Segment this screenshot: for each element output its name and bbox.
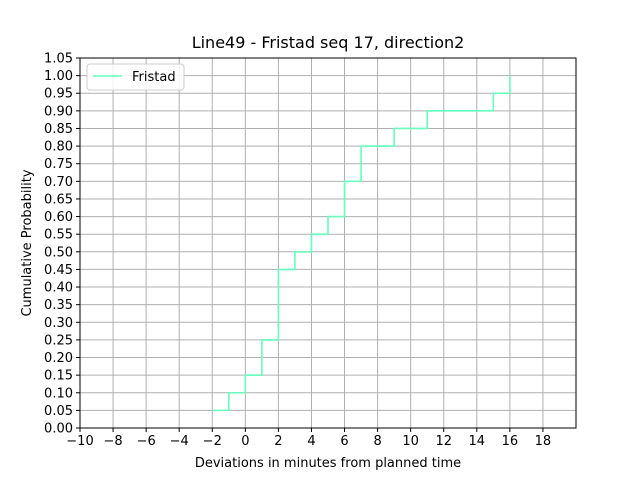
x-tick-label: −4 [170,434,189,449]
x-tick-label: −8 [103,434,122,449]
y-tick-label: 0.60 [44,210,73,225]
y-axis-label: Cumulative Probability [20,169,35,316]
x-tick-label: 0 [241,434,249,449]
y-tick-label: 0.50 [44,245,73,260]
y-tick-label: 0.35 [44,298,73,313]
legend-label-fristad: Fristad [132,70,176,85]
y-tick-label: 0.15 [44,369,73,384]
y-tick-label: 0.00 [44,422,73,437]
y-tick-label: 0.25 [44,333,73,348]
axis-ticks: −10 −8 −6 −4 −2 0 2 4 6 8 10 12 14 16 18 0.00 0.05 0.10 0.… [44,52,551,450]
plot-frame [79,57,577,429]
y-tick-label: 0.85 [44,122,73,137]
y-tick-label: 0.05 [44,404,73,419]
x-tick-label: 12 [435,434,452,449]
y-tick-label: 0.95 [44,87,73,102]
x-tick-label: 16 [502,434,519,449]
x-tick-label: 4 [307,434,315,449]
y-tick-label: 0.30 [44,316,73,331]
x-tick-label: 8 [373,434,381,449]
y-tick-label: 0.55 [44,228,73,243]
legend: Fristad [86,63,185,91]
x-tick-label: 6 [340,434,348,449]
y-tick-label: 0.65 [44,192,73,207]
y-tick-label: 1.05 [44,52,73,67]
x-tick-label: 18 [535,434,552,449]
legend-box [86,63,185,91]
x-tick-label: 2 [274,434,282,449]
y-tick-label: 1.00 [44,69,73,84]
y-tick-label: 0.80 [44,140,73,155]
chart-title: Line49 - Fristad seq 17, direction2 [192,33,465,52]
x-axis-label: Deviations in minutes from planned time [195,456,461,471]
y-tick-label: 0.45 [44,263,73,278]
x-tick-label: −2 [203,434,222,449]
y-tick-label: 0.20 [44,351,73,366]
y-tick-label: 0.10 [44,386,73,401]
x-tick-label: −10 [66,434,93,449]
x-tick-label: −6 [137,434,156,449]
series-layer [212,75,511,412]
y-tick-label: 0.90 [44,104,73,119]
x-tick-label: 14 [469,434,486,449]
series-line-fristad [212,75,511,412]
grid-lines [79,57,576,429]
x-tick-label: 10 [402,434,419,449]
y-tick-label: 0.70 [44,175,73,190]
y-tick-label: 0.75 [44,157,73,172]
y-tick-label: 0.40 [44,281,73,296]
